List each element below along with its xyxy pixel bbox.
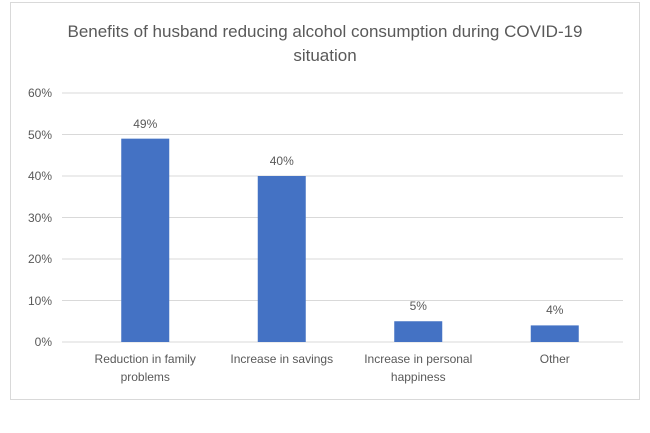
y-tick-label: 0% xyxy=(34,335,52,349)
bar xyxy=(530,325,579,342)
y-tick-label: 40% xyxy=(27,169,52,183)
x-tick-label: Increase in savings xyxy=(230,352,334,366)
data-label: 40% xyxy=(269,154,294,168)
y-tick-label: 10% xyxy=(27,293,52,308)
y-tick-label: 50% xyxy=(27,127,52,142)
y-tick-label: 30% xyxy=(27,210,52,225)
chart-title: Benefits of husband reducing alcohol con… xyxy=(67,22,583,65)
y-tick-label: 60% xyxy=(27,86,52,100)
x-tick-label: Other xyxy=(539,352,570,366)
chart-frame xyxy=(10,2,640,400)
data-label: 4% xyxy=(546,303,564,318)
data-label: 49% xyxy=(133,116,158,131)
y-tick-label: 20% xyxy=(27,252,52,266)
x-tick-label: Reduction in family problems xyxy=(94,352,196,384)
data-label: 5% xyxy=(409,299,427,314)
bar xyxy=(394,321,443,342)
x-tick-label: Increase in personal happiness xyxy=(364,352,473,384)
bar xyxy=(257,176,306,342)
bar xyxy=(121,138,170,342)
